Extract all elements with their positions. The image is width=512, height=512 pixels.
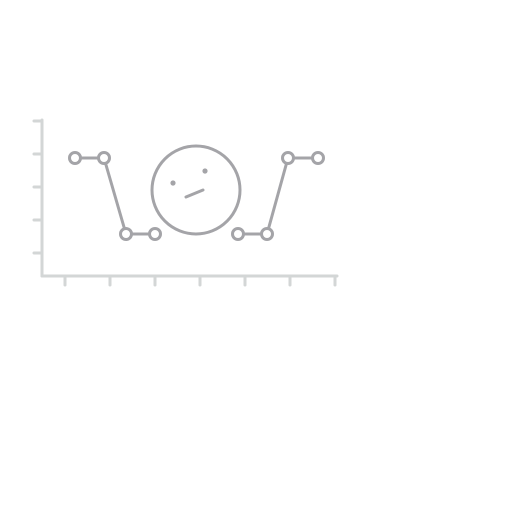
series-point xyxy=(68,151,82,165)
left-eye xyxy=(170,180,176,186)
left-series-path xyxy=(73,156,157,236)
confused-face-icon xyxy=(150,144,242,236)
right-series-path xyxy=(236,156,320,236)
series-point xyxy=(311,151,325,165)
left-line-series xyxy=(68,151,162,241)
series-point xyxy=(231,227,245,241)
x-axis-ticks xyxy=(63,274,337,287)
right-eye xyxy=(202,168,208,174)
series-point xyxy=(281,151,295,165)
mouth xyxy=(184,188,205,199)
series-point xyxy=(119,227,133,241)
y-axis-ticks xyxy=(32,119,44,255)
chart-axes xyxy=(32,118,339,287)
series-point xyxy=(260,227,274,241)
face-outline xyxy=(150,144,242,236)
series-point xyxy=(148,227,162,241)
series-point xyxy=(97,151,111,165)
right-line-series xyxy=(231,151,325,241)
